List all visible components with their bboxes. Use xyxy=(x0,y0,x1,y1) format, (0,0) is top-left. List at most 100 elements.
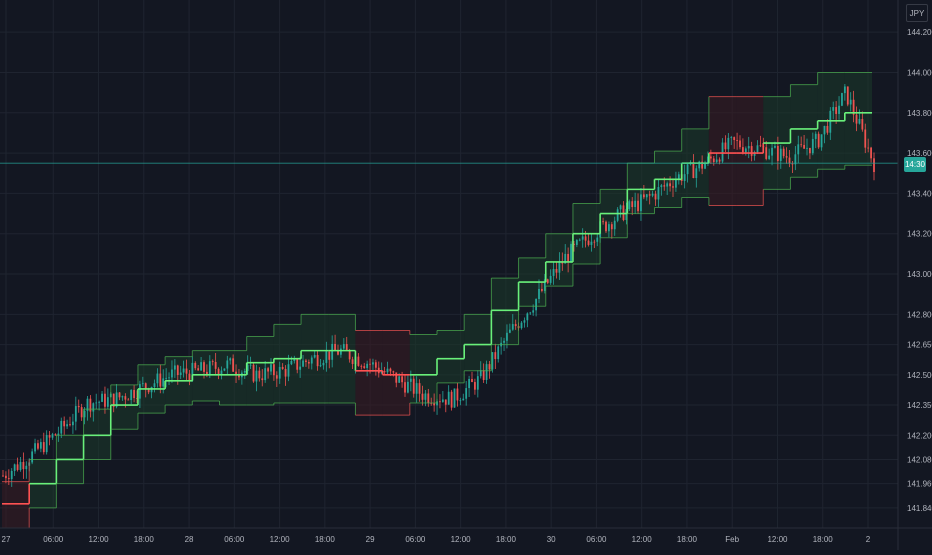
candle-body xyxy=(724,142,727,150)
candle-body xyxy=(5,475,7,479)
time-tick-label: 28 xyxy=(185,535,194,544)
candle-body xyxy=(57,433,60,436)
candle-body xyxy=(261,378,264,381)
candle-body xyxy=(663,185,666,187)
candle-body xyxy=(625,209,628,221)
candle-body xyxy=(63,420,66,427)
candle-body xyxy=(153,383,156,387)
candle-body xyxy=(313,355,316,358)
price-tick-label: 142.350 xyxy=(907,401,932,410)
candle-body xyxy=(305,360,307,362)
candle-body xyxy=(613,220,616,230)
candle-body xyxy=(800,144,803,146)
candle-body xyxy=(634,200,637,208)
candle-body xyxy=(299,366,302,370)
candle-body xyxy=(826,125,829,133)
candle-body xyxy=(482,370,485,380)
time-tick-label: 18:00 xyxy=(496,535,517,544)
candle-body xyxy=(86,398,89,411)
candle-body xyxy=(809,147,811,154)
candle-body xyxy=(549,275,552,283)
candle-body xyxy=(226,360,229,369)
candle-body xyxy=(529,312,532,314)
channel-segment xyxy=(246,336,274,406)
time-tick-label: 18:00 xyxy=(134,535,155,544)
candle-body xyxy=(191,362,194,381)
candle-body xyxy=(858,118,861,124)
channel-segment xyxy=(2,481,30,528)
candle-body xyxy=(141,383,144,385)
candle-body xyxy=(34,443,36,452)
candle-body xyxy=(479,370,482,377)
candle-body xyxy=(750,146,753,156)
candle-body xyxy=(98,401,101,403)
price-tick-label: 143.400 xyxy=(907,189,932,198)
candle-body xyxy=(337,350,339,355)
candle-body xyxy=(340,348,342,355)
candle-body xyxy=(465,388,468,399)
candle-body xyxy=(211,361,214,363)
candle-body xyxy=(631,201,634,208)
candle-body xyxy=(179,372,182,376)
time-tick-label: 12:00 xyxy=(270,535,291,544)
candle-body xyxy=(538,288,540,300)
candle-body xyxy=(22,461,25,470)
time-tick-label: 18:00 xyxy=(813,535,834,544)
candle-body xyxy=(782,148,785,157)
channel-segment xyxy=(844,72,872,166)
candle-body xyxy=(203,362,205,372)
candle-body xyxy=(654,193,657,200)
candle-body xyxy=(223,368,226,371)
candle-body xyxy=(462,398,465,401)
candle-body xyxy=(581,236,584,240)
candle-body xyxy=(412,378,415,394)
price-tick-label: 142.650 xyxy=(907,341,932,350)
candle-body xyxy=(366,363,369,369)
candle-body xyxy=(182,368,185,373)
candle-body xyxy=(147,388,150,393)
candle-body xyxy=(101,393,103,402)
candle-body xyxy=(310,357,313,364)
candle-body xyxy=(369,363,371,365)
candle-body xyxy=(13,464,16,471)
candle-body xyxy=(628,201,631,210)
grid-layer xyxy=(0,0,898,528)
candle-body xyxy=(316,355,319,367)
candle-body xyxy=(176,365,179,376)
candle-body xyxy=(345,344,348,351)
candle-body xyxy=(229,358,232,361)
price-tick-label: 144.200 xyxy=(907,28,932,37)
channel-segment xyxy=(736,96,764,206)
price-axis[interactable]: 144.200 144.000 143.800 143.600 143.400 143.2… xyxy=(897,0,932,550)
candle-body xyxy=(759,145,762,147)
candle-body xyxy=(424,393,427,400)
currency-label[interactable]: JPY xyxy=(906,4,928,22)
candle-body xyxy=(31,451,34,463)
candle-body xyxy=(666,183,669,187)
candle-body xyxy=(543,279,546,291)
candle-body xyxy=(849,99,852,105)
candle-body xyxy=(645,194,648,198)
candle-body xyxy=(398,376,401,383)
channel-segment xyxy=(192,350,220,402)
candle-body xyxy=(672,186,674,188)
candle-body xyxy=(788,157,791,164)
candle-body xyxy=(852,99,855,115)
candle-body xyxy=(171,369,173,378)
candle-body xyxy=(584,236,587,241)
candle-body xyxy=(436,401,438,406)
candle-body xyxy=(7,478,10,480)
candle-body xyxy=(744,148,747,153)
time-axis[interactable]: 27 06:00 12:00 18:00 28 06:00 12:00 18:00 29 06:0… xyxy=(0,527,932,544)
candle-body xyxy=(776,146,779,161)
candle-body xyxy=(695,168,698,179)
candle-body xyxy=(683,174,686,182)
candle-body xyxy=(570,243,572,263)
candle-body xyxy=(206,371,208,375)
candle-body xyxy=(130,389,133,401)
candle-body xyxy=(532,310,535,313)
candle-body xyxy=(249,364,252,366)
candle-body xyxy=(520,322,523,329)
